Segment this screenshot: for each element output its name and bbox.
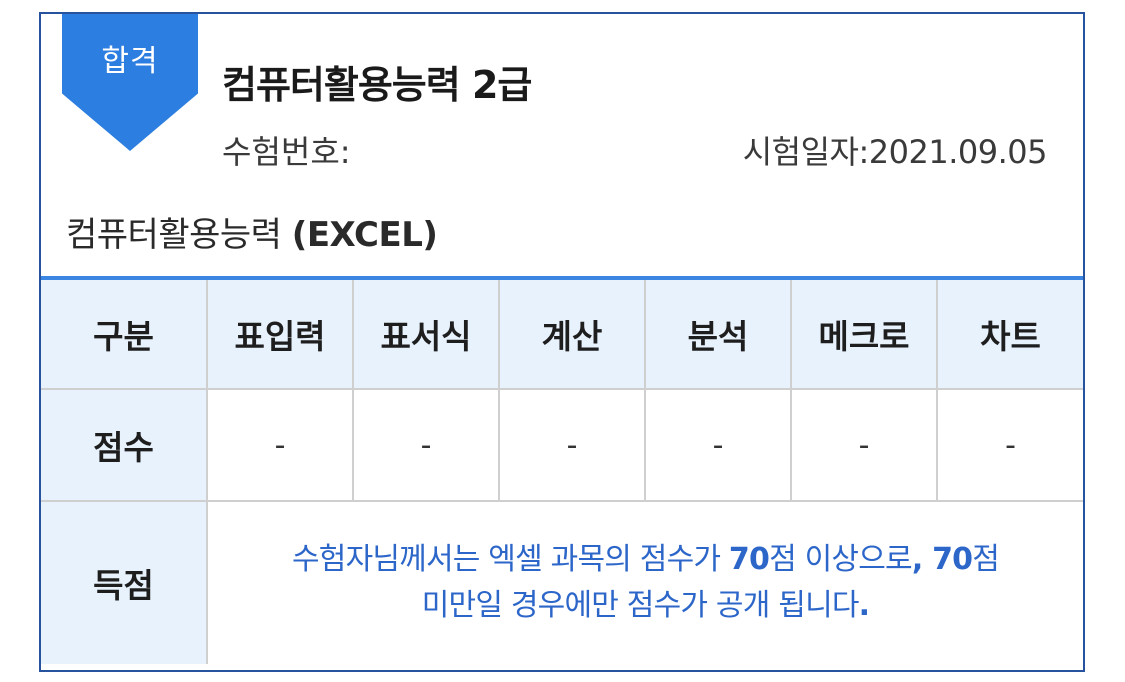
notice-text: 점 이상으로 <box>769 542 913 577</box>
notice-threshold: , 70 <box>911 542 973 577</box>
score-analysis: - <box>644 388 792 502</box>
exam-number: 수험번호: <box>222 127 351 173</box>
header-calculation: 계산 <box>498 277 646 390</box>
notice-text: 수험자님께서는 엑셀 과목의 점수가 <box>291 542 729 577</box>
certificate-title: 컴퓨터활용능력 2급 <box>222 63 532 107</box>
notice-text: 미만일 경우에만 점수가 공개 됩니다 <box>421 588 860 623</box>
score-chart: - <box>936 388 1083 502</box>
table-header-row: 구분 표입력 표서식 계산 분석 메크로 차트 <box>41 277 1083 390</box>
subject-heading: 컴퓨터활용능력 (EXCEL) <box>66 207 438 256</box>
score-row-label: 점수 <box>41 388 208 502</box>
notice-line-2: 미만일 경우에만 점수가 공개 됩니다. <box>208 583 1083 629</box>
header-table-format: 표서식 <box>352 277 500 390</box>
header-analysis: 분석 <box>644 277 792 390</box>
score-disclosure-notice: 수험자님께서는 엑셀 과목의 점수가 70점 이상으로, 70점 미만일 경우에… <box>206 500 1083 664</box>
notice-line-1: 수험자님께서는 엑셀 과목의 점수가 70점 이상으로, 70점 <box>208 537 1083 583</box>
header-chart: 차트 <box>936 277 1083 390</box>
exam-date-value: 2021.09.05 <box>868 133 1048 171</box>
score-macro: - <box>790 388 938 502</box>
score-calculation: - <box>498 388 646 502</box>
header-table-input: 표입력 <box>206 277 354 390</box>
exam-result-card: 합격 컴퓨터활용능력 2급 수험번호: 시험일자:2021.09.05 컴퓨터활… <box>39 12 1085 672</box>
subject-type: (EXCEL) <box>291 215 438 255</box>
notice-text: . <box>858 588 870 623</box>
exam-number-label: 수험번호: <box>222 133 351 171</box>
score-table-input: - <box>206 388 354 502</box>
pass-badge-label: 합격 <box>101 44 159 79</box>
score-table-format: - <box>352 388 500 502</box>
exam-date: 시험일자:2021.09.05 <box>742 127 1048 173</box>
header-category: 구분 <box>41 277 208 390</box>
pass-badge: 합격 <box>62 14 198 151</box>
notice-threshold: 70 <box>728 542 770 577</box>
notice-text: 점 <box>972 542 1000 577</box>
table-row: 점수 - - - - - - <box>41 388 1083 502</box>
header-macro: 메크로 <box>790 277 938 390</box>
score-table: 구분 표입력 표서식 계산 분석 메크로 차트 점수 - - - - - - 득… <box>41 276 1083 664</box>
subject-name: 컴퓨터활용능력 <box>66 215 282 255</box>
exam-date-label: 시험일자: <box>742 133 870 171</box>
table-row: 득점 수험자님께서는 엑셀 과목의 점수가 70점 이상으로, 70점 미만일 … <box>41 500 1083 664</box>
gain-row-label: 득점 <box>41 500 208 664</box>
